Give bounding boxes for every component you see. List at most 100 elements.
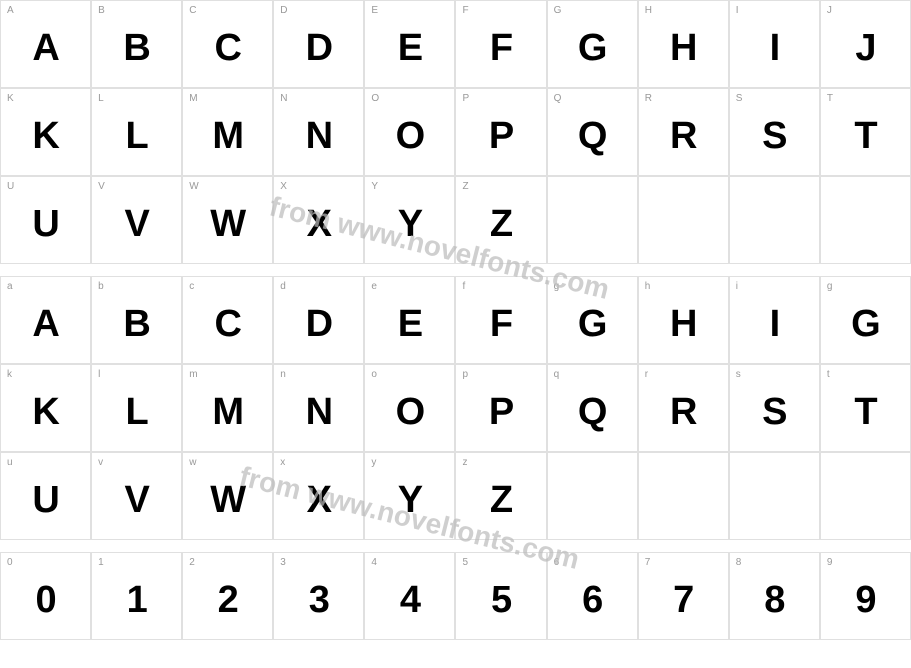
glyph-cell: II: [729, 0, 820, 88]
empty-cell: [547, 452, 638, 540]
cell-label: a: [7, 281, 13, 292]
cell-glyph: T: [854, 391, 876, 434]
glyph-cell: MM: [182, 88, 273, 176]
cell-glyph: S: [762, 115, 786, 158]
cell-glyph: K: [32, 115, 58, 158]
cell-label: U: [7, 181, 14, 192]
glyph-cell: SS: [729, 88, 820, 176]
cell-glyph: M: [212, 115, 243, 158]
cell-label: O: [371, 93, 379, 104]
glyph-cell: OO: [364, 88, 455, 176]
cell-glyph: I: [770, 27, 780, 70]
cell-glyph: 3: [309, 579, 329, 622]
cell-label: x: [280, 457, 285, 468]
cell-label: u: [7, 457, 13, 468]
glyph-cell: 22: [182, 552, 273, 640]
glyph-cell: gG: [547, 276, 638, 364]
cell-label: K: [7, 93, 14, 104]
cell-label: G: [554, 5, 562, 16]
glyph-cell: HH: [638, 0, 729, 88]
cell-glyph: 8: [764, 579, 784, 622]
cell-label: X: [280, 181, 287, 192]
cell-glyph: L: [126, 391, 148, 434]
cell-glyph: B: [123, 27, 149, 70]
glyph-cell: oO: [364, 364, 455, 452]
cell-label: i: [736, 281, 738, 292]
cell-glyph: H: [670, 27, 696, 70]
empty-cell: [820, 452, 911, 540]
cell-label: C: [189, 5, 196, 16]
glyph-cell: zZ: [455, 452, 546, 540]
cell-label: 3: [280, 557, 286, 568]
cell-glyph: Z: [490, 479, 512, 522]
cell-glyph: C: [215, 303, 241, 346]
cell-label: z: [462, 457, 467, 468]
cell-label: A: [7, 5, 14, 16]
cell-glyph: O: [396, 115, 425, 158]
cell-label: y: [371, 457, 376, 468]
cell-label: w: [189, 457, 196, 468]
cell-glyph: Y: [398, 479, 422, 522]
glyph-cell: hH: [638, 276, 729, 364]
cell-label: g: [827, 281, 833, 292]
glyph-cell: QQ: [547, 88, 638, 176]
cell-label: b: [98, 281, 104, 292]
cell-glyph: T: [854, 115, 876, 158]
digits-grid: 00 11 22 33 44 55 66 77 88 99: [0, 552, 911, 640]
glyph-cell: UU: [0, 176, 91, 264]
cell-label: 9: [827, 557, 833, 568]
cell-glyph: 6: [582, 579, 602, 622]
glyph-cell: bB: [91, 276, 182, 364]
glyph-cell: 99: [820, 552, 911, 640]
cell-glyph: 9: [855, 579, 875, 622]
cell-label: F: [462, 5, 468, 16]
glyph-cell: 55: [455, 552, 546, 640]
glyph-cell: rR: [638, 364, 729, 452]
lowercase-grid: aA bB cC dD eE fF gG hH iI gG kK lL mM n…: [0, 276, 911, 540]
cell-glyph: F: [490, 27, 512, 70]
glyph-cell: 77: [638, 552, 729, 640]
cell-glyph: Q: [578, 391, 607, 434]
cell-glyph: H: [670, 303, 696, 346]
cell-glyph: P: [489, 391, 513, 434]
glyph-cell: fF: [455, 276, 546, 364]
glyph-cell: JJ: [820, 0, 911, 88]
cell-label: W: [189, 181, 198, 192]
empty-cell: [729, 452, 820, 540]
cell-label: v: [98, 457, 103, 468]
glyph-cell: gG: [820, 276, 911, 364]
cell-glyph: A: [32, 27, 58, 70]
cell-label: 5: [462, 557, 468, 568]
cell-label: e: [371, 281, 377, 292]
cell-glyph: K: [32, 391, 58, 434]
glyph-cell: WW: [182, 176, 273, 264]
cell-label: T: [827, 93, 833, 104]
cell-label: 2: [189, 557, 195, 568]
cell-label: f: [462, 281, 465, 292]
glyph-cell: TT: [820, 88, 911, 176]
cell-label: o: [371, 369, 377, 380]
cell-glyph: X: [307, 203, 331, 246]
cell-label: 6: [554, 557, 560, 568]
cell-label: Z: [462, 181, 468, 192]
cell-label: m: [189, 369, 197, 380]
cell-label: q: [554, 369, 560, 380]
glyph-cell: PP: [455, 88, 546, 176]
cell-label: Q: [554, 93, 562, 104]
cell-label: H: [645, 5, 652, 16]
cell-glyph: V: [124, 479, 148, 522]
cell-glyph: E: [398, 27, 422, 70]
cell-label: 8: [736, 557, 742, 568]
cell-glyph: C: [215, 27, 241, 70]
glyph-cell: VV: [91, 176, 182, 264]
glyph-cell: XX: [273, 176, 364, 264]
cell-label: D: [280, 5, 287, 16]
glyph-cell: BB: [91, 0, 182, 88]
glyph-cell: pP: [455, 364, 546, 452]
cell-label: P: [462, 93, 469, 104]
cell-glyph: I: [770, 303, 780, 346]
cell-label: g: [554, 281, 560, 292]
cell-label: r: [645, 369, 648, 380]
cell-glyph: N: [306, 115, 332, 158]
glyph-cell: DD: [273, 0, 364, 88]
